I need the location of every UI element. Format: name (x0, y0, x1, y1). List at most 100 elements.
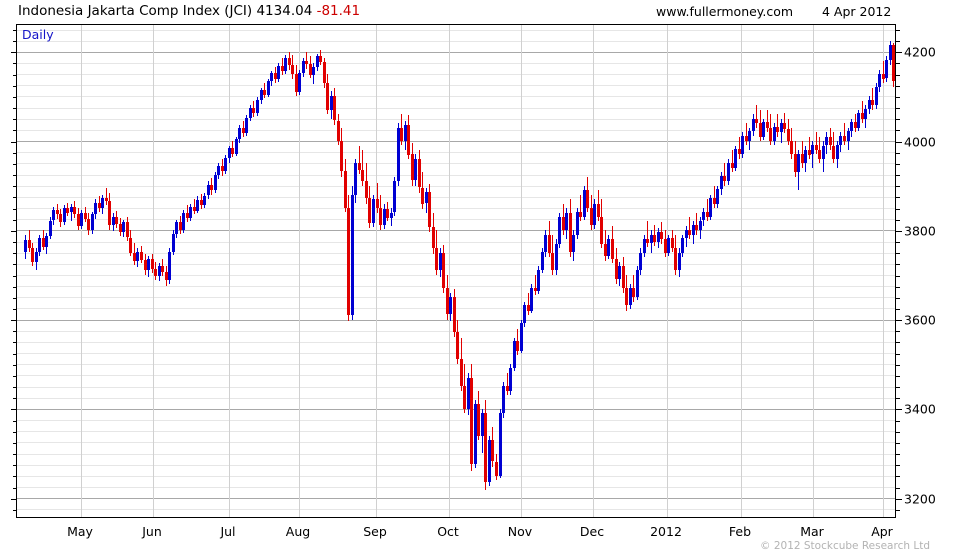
candle-body (151, 258, 154, 269)
left-tick-minor (13, 331, 16, 333)
left-tick-minor (13, 30, 16, 31)
y-tick-minor (896, 41, 900, 43)
y-tick-minor (896, 353, 900, 355)
candle-body (776, 126, 779, 133)
candle-body (727, 162, 730, 182)
candle-body (864, 108, 867, 119)
gridline-vertical (593, 25, 594, 517)
left-tick-minor (13, 509, 16, 511)
gridline-minor (17, 364, 895, 366)
gridline-minor (17, 40, 895, 42)
candle-body (333, 96, 336, 121)
candle-body (87, 218, 90, 231)
left-tick-minor (13, 364, 16, 366)
candle-body (488, 440, 491, 483)
gridline-vertical (741, 25, 742, 517)
candle-body (502, 385, 505, 414)
candle-body (80, 212, 83, 226)
gridline-minor (17, 330, 895, 332)
candle-body (787, 128, 790, 142)
candle-body (832, 145, 835, 159)
candle-body (393, 181, 396, 213)
candle-body (347, 208, 350, 316)
candle-wick (535, 275, 536, 295)
candle-body (432, 226, 435, 249)
left-tick-minor (13, 175, 16, 176)
left-tick-minor (13, 130, 16, 132)
gridline-vertical (813, 25, 814, 517)
candle-body (674, 248, 677, 271)
y-tick-major (896, 498, 902, 500)
candle-body (112, 216, 115, 225)
left-tick-minor (13, 465, 16, 467)
x-axis-label: Aug (285, 524, 311, 539)
y-tick-minor (896, 264, 900, 266)
candle-body (579, 211, 582, 217)
candle-body (456, 332, 459, 359)
y-tick-minor (896, 465, 900, 467)
candle-body (780, 123, 783, 133)
candle-body (340, 141, 343, 172)
candle-body (418, 158, 421, 188)
candle-body (421, 187, 424, 204)
candle-wick (809, 136, 810, 159)
left-tick-major (11, 409, 16, 411)
candle-body (52, 209, 55, 221)
candle-body (629, 287, 632, 306)
gridline-major (17, 498, 895, 500)
x-axis-label: Oct (437, 524, 459, 539)
candle-body (586, 190, 589, 209)
candle-body (597, 203, 600, 217)
candle-body (28, 240, 31, 249)
candle-body (404, 125, 407, 142)
candle-body (358, 163, 361, 170)
y-tick-minor (896, 431, 900, 433)
candle-body (154, 268, 157, 276)
left-tick-major (11, 498, 16, 500)
candle-body (133, 252, 136, 261)
candle-body (484, 413, 487, 482)
candle-wick (756, 105, 757, 128)
gridline-minor (17, 475, 895, 477)
candle-wick (359, 145, 360, 175)
candle-body (618, 266, 621, 280)
x-axis-label: Dec (579, 524, 605, 539)
candle-body (337, 120, 340, 141)
candle-body (453, 297, 456, 333)
y-tick-minor (896, 96, 900, 98)
candle-wick (362, 150, 363, 186)
candle-body (122, 222, 125, 233)
candle-body (562, 216, 565, 231)
candle-body (681, 238, 684, 253)
y-tick-minor (896, 509, 900, 511)
candle-body (467, 377, 470, 409)
left-tick-minor (13, 96, 16, 98)
candle-body (530, 287, 533, 311)
candle-body (172, 233, 175, 252)
left-tick-minor (13, 85, 16, 87)
candle-body (284, 58, 287, 72)
candle-body (731, 162, 734, 168)
gridline-minor (17, 118, 895, 120)
gridline-minor (17, 431, 895, 433)
price-chart-plot: Daily (16, 24, 896, 518)
left-tick-minor (13, 342, 16, 344)
gridline-vertical (153, 25, 154, 517)
candle-body (330, 96, 333, 110)
candle-body (66, 208, 69, 213)
x-axis-label: Feb (728, 524, 752, 539)
candle-body (210, 184, 213, 191)
candle-body (256, 100, 259, 114)
gridline-major (17, 230, 895, 232)
candle-body (425, 191, 428, 204)
candle-body (815, 144, 818, 150)
left-tick-minor (13, 375, 16, 377)
y-tick-minor (896, 208, 900, 210)
gridline-minor (17, 375, 895, 377)
candle-wick (767, 109, 768, 133)
candle-body (231, 148, 234, 154)
candle-body (312, 67, 315, 75)
candle-body (281, 66, 284, 72)
gridline-vertical (229, 25, 230, 517)
candle-body (463, 385, 466, 409)
